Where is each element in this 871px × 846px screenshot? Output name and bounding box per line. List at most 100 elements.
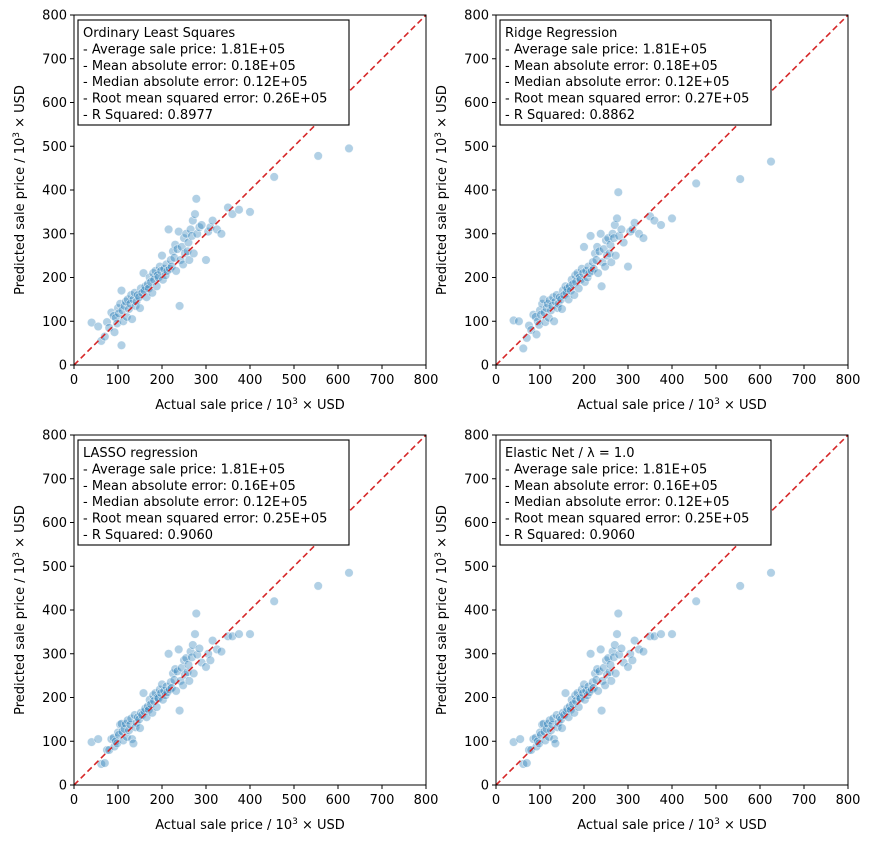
data-point <box>174 644 184 655</box>
x-axis-label: Actual sale price / 103 × USD <box>577 397 767 413</box>
data-point <box>611 251 621 261</box>
data-point <box>109 741 120 752</box>
annotation-metric-line: - Average sale price: 1.81E+05 <box>505 462 707 477</box>
data-point <box>216 646 226 657</box>
data-point <box>557 723 567 733</box>
data-point <box>616 224 627 234</box>
data-point <box>735 174 745 184</box>
data-point <box>147 288 157 298</box>
data-point <box>245 629 255 639</box>
data-point <box>216 229 226 239</box>
annotation-box <box>499 439 772 546</box>
data-point <box>190 629 200 639</box>
data-point <box>208 635 218 646</box>
data-point <box>157 251 167 261</box>
y-tick-label: 200 <box>42 271 67 286</box>
data-point <box>612 629 622 639</box>
annotation-title: LASSO regression <box>83 446 198 461</box>
y-tick-label: 400 <box>42 184 67 199</box>
annotation-metric-line: - Mean absolute error: 0.18E+05 <box>83 59 296 74</box>
annotation-metric-line: - Median absolute error: 0.12E+05 <box>505 75 730 90</box>
data-point <box>518 343 528 354</box>
annotation-metric-line: - R Squared: 0.9060 <box>505 528 635 543</box>
data-point <box>313 581 323 591</box>
annotation-metric-line: - Median absolute error: 0.12E+05 <box>505 495 730 510</box>
x-tick-label: 500 <box>282 793 307 808</box>
data-point <box>127 314 137 324</box>
annotation-metric-line: - Median absolute error: 0.12E+05 <box>83 495 308 510</box>
x-tick-label: 400 <box>238 793 263 808</box>
y-axis-label: Predicted sale price / 103 × USD <box>434 85 450 295</box>
x-tick-label: 100 <box>528 373 553 388</box>
data-point <box>656 220 666 230</box>
y-tick-label: 800 <box>42 9 67 24</box>
data-point <box>531 329 542 340</box>
y-tick-label: 300 <box>464 647 489 662</box>
data-point <box>605 660 616 670</box>
y-tick-label: 800 <box>42 429 67 444</box>
y-tick-label: 800 <box>464 9 489 24</box>
x-tick-label: 600 <box>748 373 773 388</box>
y-tick-label: 100 <box>464 735 489 750</box>
data-point <box>269 172 279 182</box>
y-tick-label: 200 <box>464 691 489 706</box>
x-tick-label: 300 <box>616 793 641 808</box>
data-point <box>164 224 174 234</box>
subplot-3: 0 100 200 300 400 500 600 700 800 0 100 200 300 400 50… <box>12 429 438 834</box>
x-axis-label: Actual sale price / 103 × USD <box>155 397 345 413</box>
identity-reference-line <box>495 14 849 366</box>
annotation-title: Ordinary Least Squares <box>83 26 235 41</box>
data-point <box>610 640 620 650</box>
data-point <box>227 209 237 219</box>
identity-reference-line <box>73 14 427 366</box>
y-tick-label: 100 <box>464 315 489 330</box>
y-tick-label: 400 <box>42 604 67 619</box>
data-point <box>158 275 168 285</box>
data-point <box>580 695 590 705</box>
x-tick-label: 300 <box>194 793 219 808</box>
data-point <box>102 317 112 327</box>
data-point <box>609 652 619 662</box>
data-point <box>189 248 199 258</box>
data-point <box>192 649 202 660</box>
data-point <box>605 240 616 250</box>
annotation-title: Elastic Net / λ = 1.0 <box>505 446 635 461</box>
data-point <box>93 734 103 744</box>
data-point <box>691 178 701 188</box>
x-axis-label: Actual sale price / 103 × USD <box>577 817 767 833</box>
data-point <box>171 686 181 696</box>
data-point <box>187 231 197 241</box>
x-tick-label: 0 <box>70 793 78 808</box>
data-point <box>100 332 110 342</box>
data-point <box>205 655 215 665</box>
data-point <box>138 268 149 278</box>
x-tick-label: 200 <box>150 373 175 388</box>
metrics-annotation: LASSO regression- Average sale price: 1.… <box>77 439 350 546</box>
data-point <box>531 741 542 752</box>
x-tick-label: 800 <box>414 793 439 808</box>
data-point <box>766 157 776 167</box>
data-point <box>614 649 624 660</box>
data-point <box>344 143 354 153</box>
y-axis-label: Predicted sale price / 103 × USD <box>12 85 28 295</box>
x-tick-label: 0 <box>492 373 500 388</box>
annotation-metric-line: - Median absolute error: 0.12E+05 <box>83 75 308 90</box>
subplot-1: 0 100 200 300 400 500 600 700 800 0 100 200 300 400 50… <box>12 9 438 414</box>
data-point <box>549 316 559 326</box>
metrics-annotation: Elastic Net / λ = 1.0- Average sale pric… <box>499 439 772 546</box>
data-point <box>135 723 145 733</box>
data-point <box>183 660 193 670</box>
data-point <box>616 643 627 654</box>
data-point <box>138 688 149 698</box>
data-point <box>164 649 174 659</box>
data-point <box>613 187 623 197</box>
data-point <box>344 568 354 578</box>
data-point <box>197 220 207 230</box>
y-tick-label: 300 <box>42 227 67 242</box>
data-point <box>178 259 188 270</box>
annotation-metric-line: - Root mean squared error: 0.26E+05 <box>83 92 327 107</box>
data-point <box>174 227 184 237</box>
data-point <box>93 321 103 332</box>
x-tick-label: 100 <box>106 373 131 388</box>
